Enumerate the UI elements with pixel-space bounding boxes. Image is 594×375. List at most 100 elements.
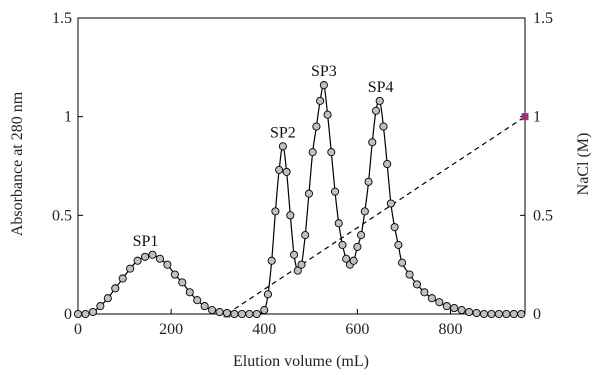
absorbance-point xyxy=(185,288,194,297)
absorbance-point xyxy=(222,308,232,318)
plot-frame-group xyxy=(77,17,526,315)
absorbance-point xyxy=(412,280,422,289)
absorbance-point xyxy=(316,96,325,105)
absorbance-line-group xyxy=(77,84,522,315)
absorbance-point xyxy=(353,242,362,251)
absorbance-point xyxy=(319,81,328,90)
absorbance-point xyxy=(297,260,306,269)
absorbance-point xyxy=(338,240,347,249)
x-tick-label: 200 xyxy=(159,321,183,338)
peak-label: SP2 xyxy=(270,124,296,141)
absorbance-point xyxy=(457,306,466,315)
peak-labels-group: SP1 SP2 SP3 SP4 xyxy=(133,63,394,250)
absorbance-point xyxy=(237,309,246,319)
absorbance-point xyxy=(263,290,273,299)
absorbance-point xyxy=(140,252,150,261)
plot-frame xyxy=(77,17,526,315)
peak-label: SP1 xyxy=(133,233,159,250)
absorbance-point xyxy=(193,296,202,305)
absorbance-point xyxy=(472,308,481,318)
absorbance-point xyxy=(405,270,414,279)
absorbance-point xyxy=(442,302,451,311)
x-tick-label: 800 xyxy=(439,321,463,338)
absorbance-point xyxy=(178,278,187,287)
absorbance-point xyxy=(502,309,511,319)
absorbance-point xyxy=(517,309,526,319)
absorbance-point xyxy=(509,309,518,319)
nacl-gradient-point xyxy=(521,113,529,121)
absorbance-point xyxy=(245,309,254,319)
absorbance-point xyxy=(126,264,135,273)
absorbance-point xyxy=(435,298,444,307)
absorbance-point xyxy=(465,307,474,317)
absorbance-point xyxy=(390,223,399,232)
absorbance-point xyxy=(312,122,321,131)
peak-label: SP4 xyxy=(368,79,394,96)
absorbance-point xyxy=(330,187,340,196)
y-right-tick-label: 0.5 xyxy=(533,207,553,224)
absorbance-point xyxy=(494,309,503,319)
absorbance-point xyxy=(118,274,127,283)
y-right-tick-label: 0 xyxy=(533,306,541,323)
absorbance-point xyxy=(148,250,157,259)
absorbance-point xyxy=(133,256,142,265)
x-tick-label: 600 xyxy=(345,321,369,338)
absorbance-line xyxy=(77,84,522,315)
absorbance-point xyxy=(271,207,280,216)
absorbance-point xyxy=(111,284,120,293)
absorbance-point xyxy=(278,142,287,151)
absorbance-point xyxy=(398,258,407,267)
absorbance-point xyxy=(420,288,429,297)
absorbance-point xyxy=(275,165,284,174)
absorbance-point xyxy=(427,294,436,303)
absorbance-point xyxy=(260,306,269,315)
absorbance-point xyxy=(282,167,291,176)
absorbance-point xyxy=(96,302,105,311)
absorbance-points-group xyxy=(73,81,526,319)
absorbance-point xyxy=(293,266,302,275)
x-tick-label: 400 xyxy=(252,321,276,338)
absorbance-point xyxy=(450,304,459,313)
absorbance-point xyxy=(342,254,351,263)
absorbance-point xyxy=(289,250,299,259)
y-axis-left-label: Absorbance at 280 nm xyxy=(9,91,26,236)
absorbance-point xyxy=(200,302,209,311)
absorbance-point xyxy=(323,110,332,119)
x-axis-label: Elution volume (mL) xyxy=(233,353,369,370)
absorbance-point xyxy=(208,306,217,315)
absorbance-point xyxy=(103,294,112,303)
y-left-tick-label: 0.5 xyxy=(52,207,72,224)
absorbance-point xyxy=(394,240,403,249)
absorbance-point xyxy=(349,256,358,265)
absorbance-point xyxy=(487,309,496,319)
absorbance-point xyxy=(308,148,317,157)
nacl-gradient-line xyxy=(226,116,526,315)
y-left-tick-label: 1.5 xyxy=(52,10,72,27)
peak-label: SP3 xyxy=(311,63,337,80)
absorbance-point xyxy=(81,309,90,319)
y-right-tick-label: 1.5 xyxy=(533,10,553,27)
absorbance-point xyxy=(383,159,392,169)
absorbance-point xyxy=(327,148,336,157)
absorbance-point xyxy=(304,189,314,198)
y-left-tick-label: 0 xyxy=(64,306,72,323)
absorbance-point xyxy=(252,309,261,319)
absorbance-point xyxy=(375,96,384,105)
absorbance-point xyxy=(215,307,224,317)
absorbance-point xyxy=(286,211,295,220)
absorbance-point xyxy=(357,231,366,240)
absorbance-point xyxy=(334,219,343,228)
absorbance-point xyxy=(479,309,489,319)
absorbance-point xyxy=(170,270,179,279)
absorbance-point xyxy=(155,254,164,263)
absorbance-point xyxy=(379,122,388,131)
absorbance-point xyxy=(301,231,310,240)
absorbance-point xyxy=(73,309,83,319)
absorbance-point xyxy=(386,199,395,208)
ticks-group: 0 200 400 600 800 0 0.5 1 1.5 0 0.5 1 1.5 xyxy=(52,10,553,338)
y-right-tick-label: 1 xyxy=(533,109,541,126)
absorbance-point xyxy=(163,260,172,269)
x-tick-label: 0 xyxy=(74,321,82,338)
absorbance-point xyxy=(88,307,97,317)
